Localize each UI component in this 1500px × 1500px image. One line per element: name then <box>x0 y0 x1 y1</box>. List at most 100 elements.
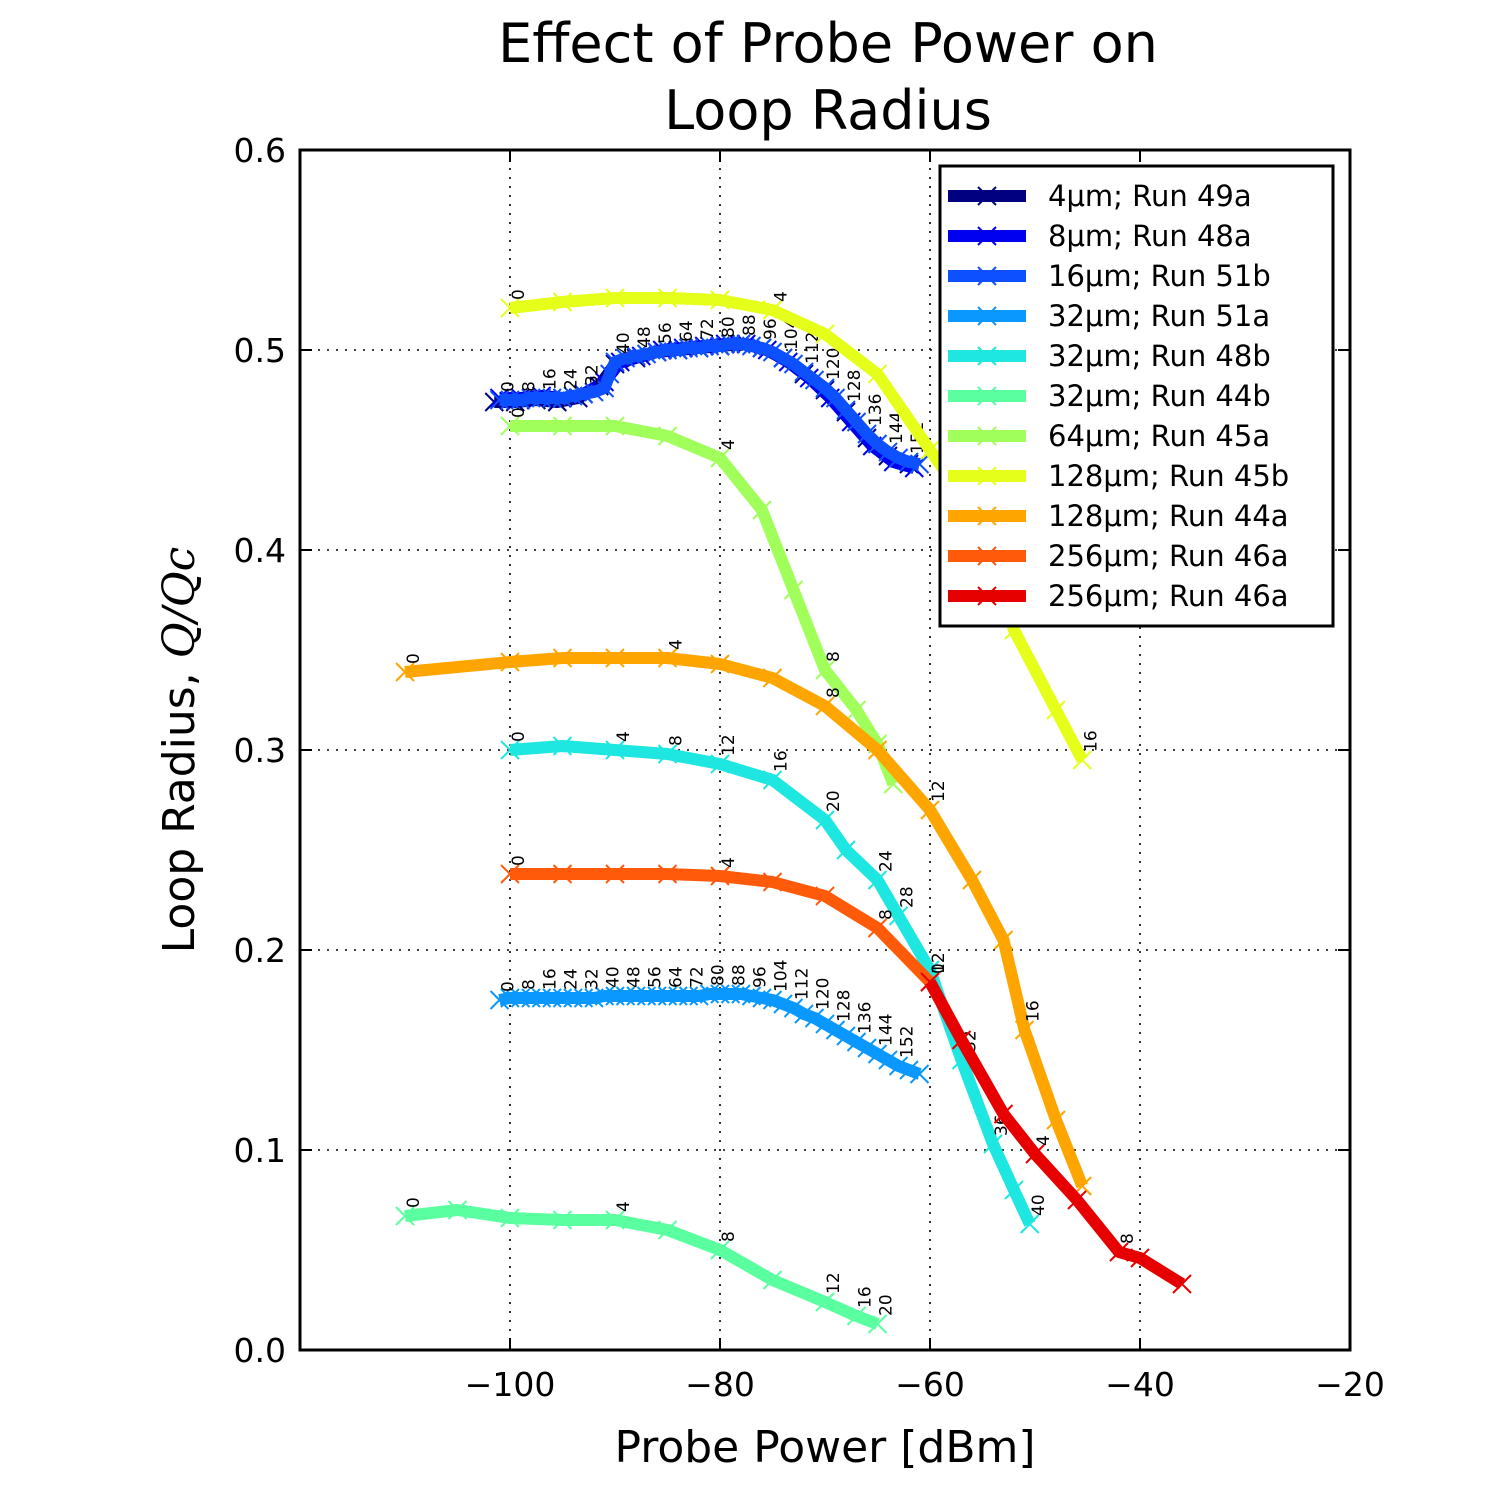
data-point <box>920 440 940 460</box>
data-point <box>867 1314 888 1334</box>
point-annotation: 28 <box>898 886 918 908</box>
data-point <box>500 416 520 436</box>
point-annotation: 12 <box>824 1272 844 1294</box>
y-tick-label: 0.2 <box>234 931 286 970</box>
point-annotation: 120 <box>814 978 834 1010</box>
data-point <box>815 886 835 906</box>
data-point <box>657 648 678 668</box>
data-point <box>1067 1190 1087 1210</box>
point-annotation: 120 <box>824 348 844 380</box>
point-annotation: 8 <box>667 735 687 746</box>
data-point <box>846 412 867 432</box>
point-annotation: 40 <box>604 966 624 988</box>
data-point <box>867 434 888 454</box>
data-point <box>647 986 667 1006</box>
data-point <box>699 984 720 1004</box>
point-annotation: 72 <box>688 966 708 988</box>
data-point <box>510 988 531 1008</box>
legend-entry: 32μm; Run 44b <box>948 379 1271 413</box>
data-point <box>573 988 594 1008</box>
point-annotation: 8 <box>1118 1233 1138 1244</box>
point-annotation: 0 <box>929 963 949 974</box>
data-point <box>1025 1144 1045 1164</box>
data-point <box>500 1208 520 1228</box>
data-point <box>1130 1248 1150 1268</box>
legend-label: 128μm; Run 45b <box>1048 459 1289 493</box>
data-point <box>563 988 583 1008</box>
point-annotation: 80 <box>709 964 729 986</box>
data-point <box>657 986 678 1006</box>
y-axis-label: Loop Radius, Q/Qc <box>154 547 205 954</box>
data-point <box>762 300 783 320</box>
data-point <box>552 648 573 668</box>
point-annotation: 16 <box>1081 730 1101 752</box>
y-tick-label: 0.5 <box>234 331 286 370</box>
legend-entry: 32μm; Run 48b <box>948 339 1271 373</box>
series-3: 0 8 16 24 32 40 48 56 64 72 80 88 96 104 112 120 128 136 1… <box>489 960 930 1084</box>
data-point <box>489 390 510 410</box>
x-tick-label: −60 <box>895 1365 965 1404</box>
point-annotation: 56 <box>656 322 676 344</box>
point-annotation: 12 <box>929 780 949 802</box>
data-point <box>815 696 835 716</box>
legend-label: 32μm; Run 51a <box>1048 299 1270 333</box>
data-point <box>752 500 772 520</box>
point-annotation: 152 <box>898 1026 918 1058</box>
data-point <box>500 740 520 760</box>
data-point <box>825 1020 846 1040</box>
series-6: 0 4 8 <box>500 407 903 794</box>
point-annotation: 56 <box>646 966 666 988</box>
data-point <box>993 1104 1014 1124</box>
legend-label: 4μm; Run 49a <box>1048 179 1252 213</box>
series-line <box>510 420 899 787</box>
point-annotation: 40 <box>614 332 634 354</box>
legend-marker <box>977 386 997 406</box>
data-point <box>867 364 888 384</box>
data-point <box>636 986 657 1006</box>
data-point <box>846 1032 867 1052</box>
y-tick-label: 0.3 <box>234 731 286 770</box>
legend-marker <box>977 506 997 526</box>
point-annotation: 4 <box>772 291 792 302</box>
legend-entry: 64μm; Run 45a <box>948 419 1270 453</box>
legend-label: 256μm; Run 46a <box>1048 539 1289 573</box>
data-point <box>605 352 625 372</box>
data-point <box>867 918 888 938</box>
data-point <box>531 388 552 408</box>
point-annotation: 12 <box>929 952 949 974</box>
data-point <box>762 1270 783 1290</box>
data-point <box>762 990 783 1010</box>
data-point <box>605 864 625 884</box>
data-point <box>846 700 867 720</box>
legend-entry: 16μm; Run 51b <box>948 259 1271 293</box>
data-point <box>542 388 562 408</box>
point-annotation: 40 <box>1029 1194 1049 1216</box>
chart-title-line-1: Effect of Probe Power on <box>498 12 1158 75</box>
legend-label: 8μm; Run 48a <box>1048 219 1252 253</box>
point-annotation: 48 <box>635 326 655 348</box>
data-point <box>626 986 646 1006</box>
data-point <box>600 364 620 384</box>
data-point <box>983 1134 1003 1154</box>
point-annotation: 112 <box>793 968 813 1000</box>
legend-entry: 256μm; Run 46a <box>948 539 1289 573</box>
data-point <box>836 1026 856 1046</box>
legend-entry: 256μm; Run 46a <box>948 579 1289 613</box>
data-point <box>1046 700 1066 720</box>
point-annotation: 16 <box>1024 1000 1044 1022</box>
point-annotation: 4 <box>719 439 739 450</box>
data-point <box>542 988 562 1008</box>
chart-title-line-2: Loop Radius <box>664 79 992 142</box>
data-point <box>878 1050 898 1070</box>
data-point <box>867 870 888 890</box>
data-point <box>594 378 615 398</box>
point-annotation: 88 <box>730 964 750 986</box>
data-point <box>783 354 804 374</box>
point-annotation: 24 <box>562 368 582 390</box>
point-annotation: 8 <box>719 1231 739 1242</box>
legend-entry: 128μm; Run 44a <box>948 499 1289 533</box>
data-point <box>1109 1242 1129 1262</box>
data-point <box>594 986 615 1006</box>
data-point <box>657 340 678 360</box>
